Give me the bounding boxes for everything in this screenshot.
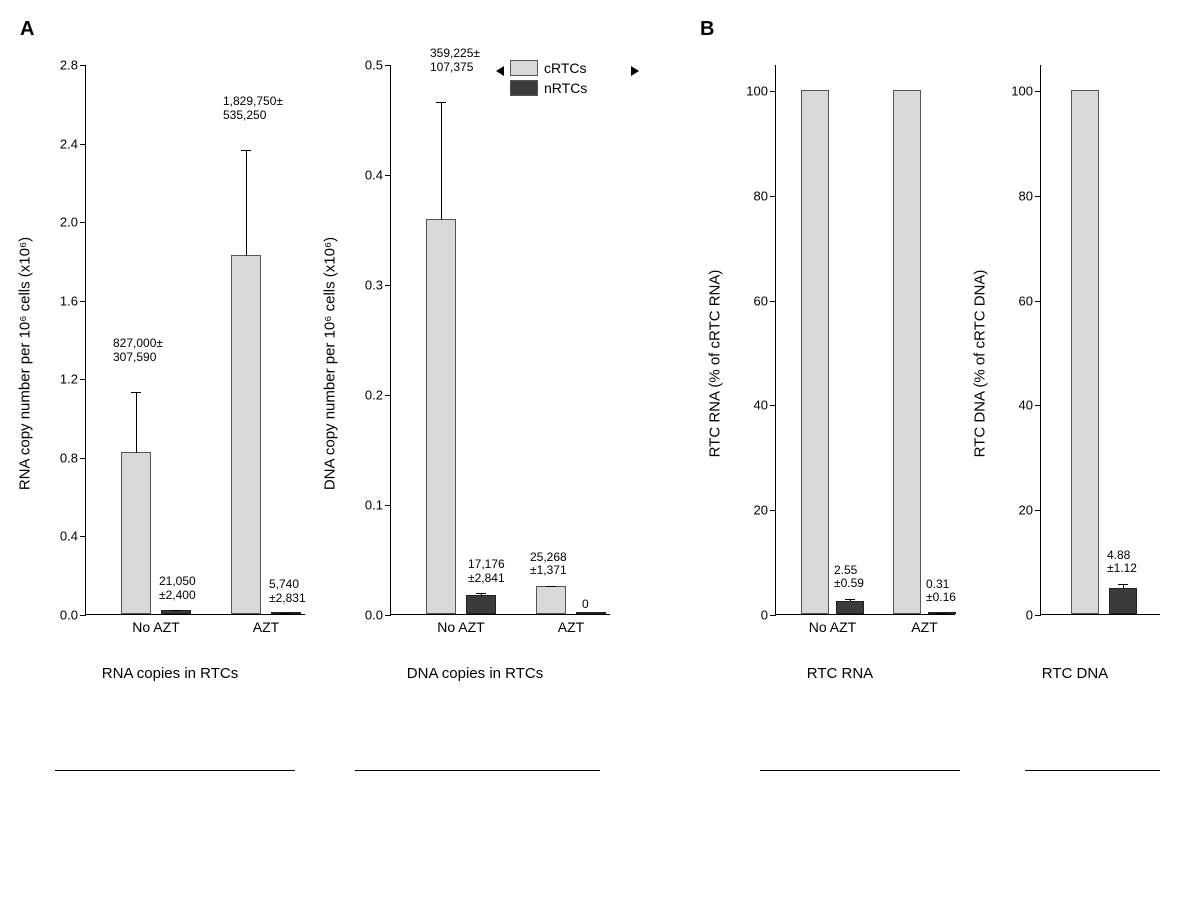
bar: [536, 586, 566, 614]
value-label: 17,176±2,841: [468, 558, 505, 586]
error-bar: [136, 392, 137, 452]
y-tick-label: 60: [1019, 293, 1041, 308]
x-caption: RTC DNA: [985, 665, 1165, 685]
y-axis-label: RTC DNA (% of cRTC DNA): [972, 270, 989, 458]
error-cap: [476, 593, 486, 594]
y-axis-label: DNA copy number per 10⁶ cells (x10⁶): [322, 237, 339, 490]
hr-line: [55, 770, 295, 771]
value-label: 1,829,750±535,250: [223, 95, 283, 123]
y-tick-label: 40: [754, 398, 776, 413]
error-cap: [436, 102, 446, 103]
hr-line: [760, 770, 960, 771]
y-tick-label: 40: [1019, 398, 1041, 413]
y-tick-label: 0.5: [365, 58, 391, 73]
y-tick-label: 20: [754, 503, 776, 518]
plot-area: 0.00.40.81.21.62.02.42.8827,000±307,5902…: [85, 65, 305, 615]
bar: [231, 255, 261, 614]
x-caption: DNA copies in RTCs: [335, 665, 615, 685]
error-cap: [131, 392, 141, 393]
error-cap: [241, 150, 251, 151]
x-group-label: AZT: [558, 614, 584, 635]
legend-swatch: [510, 60, 538, 76]
y-tick-label: 1.6: [60, 293, 86, 308]
bar: [1109, 588, 1137, 614]
x-caption: RTC RNA: [720, 665, 960, 685]
y-tick-label: 0.0: [60, 608, 86, 623]
chartA2: DNA copy number per 10⁶ cells (x10⁶)0.00…: [335, 55, 615, 655]
panel-b-label: B: [700, 18, 714, 41]
error-cap: [171, 610, 181, 611]
x-group-label: AZT: [911, 614, 937, 635]
bar: [1071, 90, 1099, 614]
value-label: 0: [582, 598, 589, 612]
legend-label: nRTCs: [544, 80, 587, 96]
value-label: 21,050±2,400: [159, 575, 196, 603]
plot-area: 0204060801004.88±1.12: [1040, 65, 1160, 615]
y-tick-label: 0: [761, 608, 776, 623]
y-tick-label: 60: [754, 293, 776, 308]
legend: cRTCs nRTCs: [510, 60, 587, 100]
x-group-label: No AZT: [809, 614, 856, 635]
y-tick-label: 0.1: [365, 498, 391, 513]
hr-line: [1025, 770, 1160, 771]
chartB2: RTC DNA (% of cRTC DNA)0204060801004.88±…: [985, 55, 1165, 655]
x-group-label: AZT: [253, 614, 279, 635]
panel-a-label: A: [20, 18, 34, 41]
value-label: 25,268±1,371: [530, 551, 567, 579]
y-tick-label: 0.8: [60, 450, 86, 465]
chartB1: RTC RNA (% of cRTC RNA)0204060801002.55±…: [720, 55, 960, 655]
y-tick-label: 0.0: [365, 608, 391, 623]
y-tick-label: 0.4: [60, 529, 86, 544]
y-tick-label: 0.2: [365, 388, 391, 403]
error-cap: [937, 613, 947, 614]
y-tick-label: 0: [1026, 608, 1041, 623]
error-cap: [845, 599, 855, 600]
x-caption: RNA copies in RTCs: [30, 665, 310, 685]
y-tick-label: 1.2: [60, 372, 86, 387]
legend-swatch: [510, 80, 538, 96]
chartA1: RNA copy number per 10⁶ cells (x10⁶)0.00…: [30, 55, 310, 655]
y-tick-label: 100: [746, 84, 776, 99]
value-label: 827,000±307,590: [113, 337, 163, 365]
hr-line: [355, 770, 600, 771]
error-cap: [281, 613, 291, 614]
y-tick-label: 20: [1019, 503, 1041, 518]
y-tick-label: 0.4: [365, 168, 391, 183]
x-group-label: No AZT: [437, 614, 484, 635]
error-cap: [1118, 584, 1128, 585]
plot-area: 0204060801002.55±0.59No AZT0.31±0.16AZT: [775, 65, 955, 615]
legend-label: cRTCs: [544, 60, 587, 76]
y-tick-label: 100: [1011, 84, 1041, 99]
x-group-label: No AZT: [132, 614, 179, 635]
value-label: 359,225±107,375: [430, 47, 480, 75]
triangle-right-icon: [631, 66, 639, 76]
bar: [466, 595, 496, 614]
y-tick-label: 80: [1019, 188, 1041, 203]
y-tick-label: 2.0: [60, 215, 86, 230]
y-tick-label: 2.4: [60, 136, 86, 151]
bar: [836, 601, 864, 614]
bar: [801, 90, 829, 614]
y-axis-label: RTC RNA (% of cRTC RNA): [707, 270, 724, 458]
y-axis-label: RNA copy number per 10⁶ cells (x10⁶): [17, 237, 34, 490]
value-label: 0.31±0.16: [926, 578, 956, 606]
plot-area: 0.00.10.20.30.40.5359,225±107,37517,176±…: [390, 65, 610, 615]
value-label: 2.55±0.59: [834, 564, 864, 592]
y-tick-label: 0.3: [365, 278, 391, 293]
y-tick-label: 2.8: [60, 58, 86, 73]
triangle-left-icon: [496, 66, 504, 76]
error-bar: [441, 102, 442, 220]
bar: [893, 90, 921, 614]
error-cap: [546, 586, 556, 587]
value-label: 5,740±2,831: [269, 578, 306, 606]
bar: [121, 452, 151, 614]
value-label: 4.88±1.12: [1107, 549, 1137, 577]
y-tick-label: 80: [754, 188, 776, 203]
error-bar: [246, 150, 247, 255]
bar: [426, 219, 456, 614]
legend-row: nRTCs: [510, 80, 587, 96]
legend-row: cRTCs: [510, 60, 587, 76]
